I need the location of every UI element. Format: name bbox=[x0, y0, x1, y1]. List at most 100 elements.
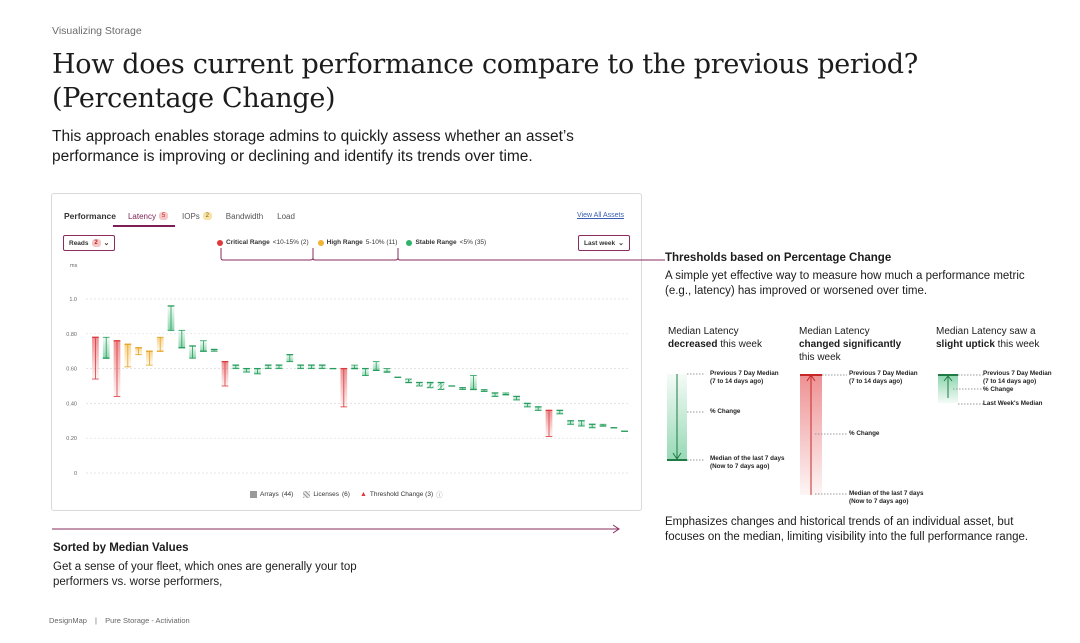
tab-iops[interactable]: IOPs 2 bbox=[182, 211, 212, 221]
latency-bar[interactable] bbox=[524, 402, 531, 408]
legend-critical-label: Critical Range bbox=[226, 239, 270, 246]
latency-bar[interactable] bbox=[92, 336, 99, 380]
legend-critical[interactable]: Critical Range <10-15% (2) bbox=[217, 239, 309, 246]
latency-bar[interactable] bbox=[502, 392, 510, 396]
latency-bar[interactable] bbox=[480, 389, 488, 392]
stable-dot-icon bbox=[406, 239, 413, 246]
critical-dot-icon bbox=[217, 239, 223, 246]
thresholds-heading: Thresholds based on Percentage Change bbox=[665, 252, 892, 264]
latency-bar[interactable] bbox=[232, 364, 240, 370]
column-uptick: Median Latency saw a slight uptick this … bbox=[936, 325, 1056, 351]
latency-bar[interactable] bbox=[545, 409, 553, 437]
tab-load[interactable]: Load bbox=[277, 211, 295, 221]
footer-brand: DesignMap bbox=[49, 616, 87, 625]
latency-bar[interactable] bbox=[470, 375, 477, 391]
latency-bar[interactable] bbox=[567, 420, 574, 425]
latency-bar[interactable] bbox=[588, 423, 596, 429]
warning-triangle-icon: ▲ bbox=[359, 490, 367, 498]
latency-bar[interactable] bbox=[200, 340, 207, 352]
footer: DesignMap | Pure Storage - Activiation bbox=[49, 616, 190, 625]
d2-prev-median: Previous 7 Day Median bbox=[849, 370, 918, 377]
latency-bar[interactable] bbox=[578, 420, 585, 427]
tab-latency[interactable]: Latency 5 bbox=[128, 211, 168, 221]
latency-bar[interactable] bbox=[599, 423, 607, 427]
legend-stable-label: Stable Range bbox=[415, 239, 457, 246]
latency-bar[interactable] bbox=[124, 343, 132, 368]
latency-bar[interactable] bbox=[189, 345, 196, 359]
tab-bandwidth[interactable]: Bandwidth bbox=[225, 211, 264, 221]
latency-bar[interactable] bbox=[513, 395, 520, 401]
latency-bar[interactable] bbox=[318, 364, 326, 370]
latency-bar[interactable] bbox=[135, 347, 142, 356]
latency-bar[interactable] bbox=[146, 350, 153, 366]
latency-bar[interactable] bbox=[275, 364, 283, 370]
d1-prev-label: Previous 7 Day Median (7 to 14 days ago) bbox=[710, 370, 779, 386]
footer-project: Pure Storage - Activiation bbox=[105, 616, 190, 625]
latency-bar[interactable] bbox=[340, 367, 348, 408]
decreased-diagram bbox=[667, 373, 705, 461]
tab-latency-label: Latency bbox=[127, 211, 156, 221]
eyebrow: Visualizing Storage bbox=[52, 25, 142, 37]
sorted-arrow bbox=[52, 524, 620, 534]
info-icon[interactable]: ⓘ bbox=[436, 492, 443, 499]
latency-bar[interactable] bbox=[437, 381, 445, 390]
latency-bar[interactable] bbox=[102, 336, 110, 359]
latency-bar[interactable] bbox=[351, 364, 358, 370]
page-subtitle: This approach enables storage admins to … bbox=[52, 128, 574, 165]
column-decreased-bold: decreased bbox=[668, 339, 718, 350]
period-dropdown[interactable]: Last week ⌄ bbox=[578, 235, 630, 251]
legend-high[interactable]: High Range 5-10% (11) bbox=[317, 239, 397, 246]
latency-bar[interactable] bbox=[491, 392, 499, 397]
d1-prev-median: Previous 7 Day Median bbox=[710, 370, 779, 377]
latency-bar[interactable] bbox=[372, 361, 380, 371]
y-tick-label: 0 bbox=[74, 471, 77, 477]
latency-bar[interactable] bbox=[167, 305, 175, 331]
significant-diagram bbox=[800, 374, 847, 495]
latency-bar[interactable] bbox=[416, 381, 423, 387]
latency-bar[interactable] bbox=[556, 409, 564, 415]
latency-bar[interactable] bbox=[448, 385, 456, 387]
view-all-assets-link[interactable]: View All Assets bbox=[577, 212, 624, 219]
latency-bar[interactable] bbox=[362, 367, 369, 377]
column-decreased-rest: this week bbox=[717, 339, 762, 350]
latency-bar[interactable] bbox=[621, 430, 628, 432]
arrays-swatch-icon bbox=[250, 490, 257, 498]
active-tab-underline bbox=[113, 225, 175, 227]
y-tick-label: 0.20 bbox=[66, 436, 77, 442]
column-significant-bold: changed significantly bbox=[799, 339, 902, 350]
tab-iops-label: IOPs bbox=[182, 211, 200, 221]
performance-card: Performance Latency 5 IOPs 2 Bandwidth L… bbox=[51, 193, 642, 511]
y-tick-label: 1.0 bbox=[69, 297, 77, 303]
footer-separator: | bbox=[95, 616, 97, 625]
latency-bar[interactable] bbox=[178, 329, 186, 349]
column-significant-line1: Median Latency bbox=[799, 326, 870, 337]
latency-bar[interactable] bbox=[308, 364, 315, 370]
latency-bar[interactable] bbox=[254, 367, 261, 375]
latency-bar[interactable] bbox=[534, 406, 542, 411]
latency-bar[interactable] bbox=[329, 367, 337, 370]
column-decreased: Median Latency decreased this week bbox=[668, 325, 788, 351]
column-uptick-line1: Median Latency saw a bbox=[936, 326, 1036, 337]
latency-bar[interactable] bbox=[210, 348, 218, 352]
title-line-2: (Percentage Change) bbox=[52, 83, 336, 114]
latency-bar[interactable] bbox=[264, 364, 272, 370]
latency-bar[interactable] bbox=[610, 427, 618, 429]
latency-bar[interactable] bbox=[243, 367, 250, 373]
latency-bar[interactable] bbox=[405, 378, 412, 384]
performance-heading: Performance bbox=[64, 211, 116, 221]
legend-arrays-label: Arrays bbox=[260, 490, 279, 498]
latency-bar[interactable] bbox=[156, 336, 164, 352]
latency-bar[interactable] bbox=[297, 364, 304, 370]
latency-bar[interactable] bbox=[113, 340, 121, 397]
latency-bar[interactable] bbox=[286, 354, 294, 363]
legend-licenses-label: Licenses bbox=[313, 490, 339, 498]
latency-bar[interactable] bbox=[426, 381, 434, 389]
latency-bar[interactable] bbox=[459, 387, 466, 390]
latency-bar[interactable] bbox=[383, 368, 391, 373]
reads-dropdown[interactable]: Reads 2 ⌄ bbox=[63, 235, 116, 251]
latency-bar[interactable] bbox=[221, 360, 229, 387]
reads-badge: 2 bbox=[91, 239, 101, 247]
legend-stable[interactable]: Stable Range <5% (35) bbox=[406, 239, 486, 246]
d2-prev-label: Previous 7 Day Median (7 to 14 days ago) bbox=[849, 370, 918, 386]
latency-bar[interactable] bbox=[394, 376, 402, 378]
